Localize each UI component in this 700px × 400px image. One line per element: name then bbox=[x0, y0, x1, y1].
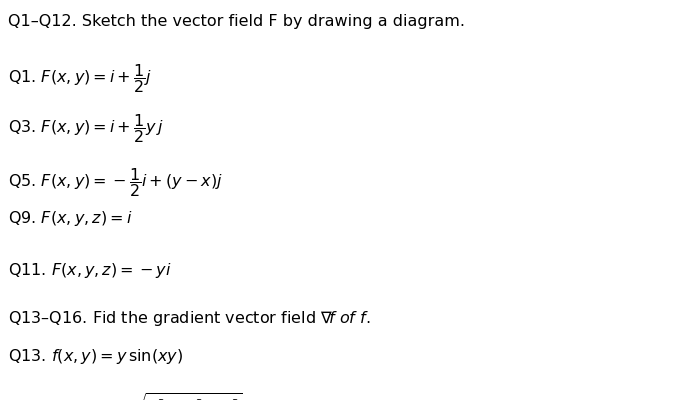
Text: Q3. $F(x, y) = i + \dfrac{1}{2}y\,j$: Q3. $F(x, y) = i + \dfrac{1}{2}y\,j$ bbox=[8, 112, 164, 145]
Text: Q5. $F(x, y) = -\dfrac{1}{2}i + (y - x)j$: Q5. $F(x, y) = -\dfrac{1}{2}i + (y - x)j… bbox=[8, 166, 223, 199]
Text: Q15. $f(x, y, z) = \sqrt{x^2 + y^2 + z^2}$: Q15. $f(x, y, z) = \sqrt{x^2 + y^2 + z^2… bbox=[8, 391, 244, 400]
Text: Q11. $F(x, y, z) = -yi$: Q11. $F(x, y, z) = -yi$ bbox=[8, 261, 172, 280]
Text: Q1–Q12. Sketch the vector field F by drawing a diagram.: Q1–Q12. Sketch the vector field F by dra… bbox=[8, 14, 466, 29]
Text: Q13. $f(x, y) = y\,\sin(xy)$: Q13. $f(x, y) = y\,\sin(xy)$ bbox=[8, 347, 183, 366]
Text: Q9. $F(x, y, z) = i$: Q9. $F(x, y, z) = i$ bbox=[8, 209, 133, 228]
Text: Q1. $F(x, y) = i + \dfrac{1}{2}j$: Q1. $F(x, y) = i + \dfrac{1}{2}j$ bbox=[8, 62, 153, 95]
Text: Q13–Q16. Fid the gradient vector field $\nabla\!f$ $of$ $f$.: Q13–Q16. Fid the gradient vector field $… bbox=[8, 309, 371, 328]
